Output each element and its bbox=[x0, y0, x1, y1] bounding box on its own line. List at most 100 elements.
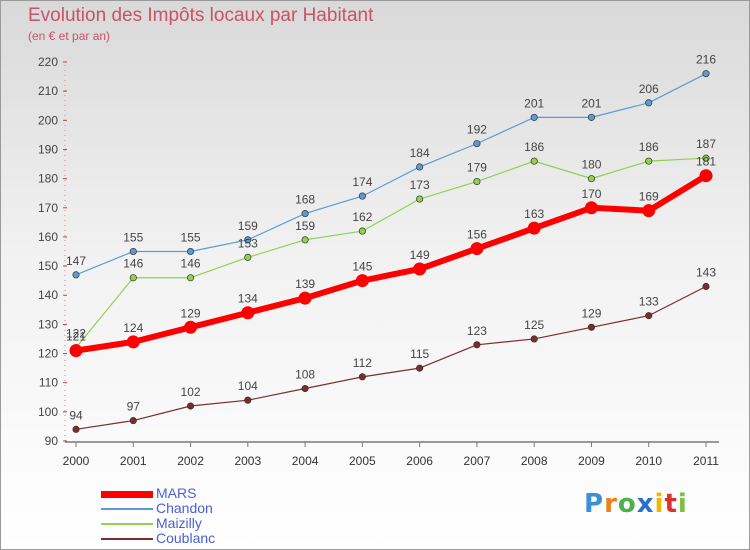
data-point-mars bbox=[241, 306, 255, 320]
data-label-mars: 181 bbox=[696, 155, 716, 169]
data-label-maizilly: 153 bbox=[238, 236, 258, 250]
logo-letter: o bbox=[617, 489, 637, 519]
y-tick-label: 90 bbox=[45, 434, 59, 448]
data-point-chandon bbox=[645, 99, 653, 107]
data-point-maizilly bbox=[645, 157, 653, 165]
proxiti-logo: Proxiti bbox=[584, 489, 688, 519]
legend-item-mars: MARS bbox=[101, 486, 341, 501]
data-label-mars: 129 bbox=[181, 306, 201, 320]
data-point-coublanc bbox=[301, 384, 309, 393]
data-label-maizilly: 186 bbox=[639, 140, 659, 154]
data-label-coublanc: 115 bbox=[410, 347, 429, 361]
data-point-coublanc bbox=[72, 425, 80, 433]
data-point-coublanc bbox=[358, 373, 366, 381]
series-line-maizilly bbox=[75, 157, 707, 349]
data-point-coublanc bbox=[702, 282, 710, 291]
data-label-coublanc: 102 bbox=[181, 385, 201, 399]
data-point-mars bbox=[699, 169, 713, 183]
data-point-maizilly bbox=[301, 236, 309, 244]
legend-item-chandon: Chandon bbox=[101, 501, 341, 516]
data-label-chandon: 174 bbox=[352, 175, 372, 189]
x-tick-label: 2002 bbox=[177, 454, 204, 468]
x-tick-label: 2005 bbox=[349, 454, 376, 468]
x-tick-label: 2003 bbox=[234, 454, 261, 468]
x-tick-label: 2001 bbox=[120, 454, 147, 468]
legend-swatch-chandon bbox=[101, 508, 153, 510]
data-label-chandon: 206 bbox=[639, 82, 659, 96]
legend: MARS Chandon Maizilly Coublanc bbox=[101, 486, 341, 546]
data-label-coublanc: 97 bbox=[127, 400, 141, 414]
data-point-chandon bbox=[301, 210, 309, 218]
data-label-maizilly: 146 bbox=[123, 257, 143, 271]
series-line-mars bbox=[75, 173, 708, 354]
data-point-chandon bbox=[416, 163, 424, 171]
data-label-mars: 124 bbox=[123, 321, 143, 335]
data-label-coublanc: 112 bbox=[353, 356, 372, 370]
legend-swatch-mars bbox=[101, 490, 153, 498]
data-label-maizilly: 173 bbox=[410, 178, 430, 192]
series-line-chandon bbox=[75, 73, 707, 276]
data-label-chandon: 155 bbox=[181, 231, 201, 245]
y-tick-label: 210 bbox=[38, 84, 58, 98]
data-label-maizilly: 179 bbox=[467, 161, 487, 175]
x-tick-label: 2006 bbox=[406, 454, 433, 468]
data-label-maizilly: 186 bbox=[524, 140, 544, 154]
data-point-mars bbox=[126, 335, 140, 349]
data-label-coublanc: 123 bbox=[467, 324, 487, 338]
data-point-mars bbox=[69, 344, 83, 358]
legend-swatch-maizilly bbox=[101, 523, 153, 525]
x-tick-label: 2000 bbox=[63, 454, 90, 468]
data-point-chandon bbox=[587, 113, 596, 121]
data-point-coublanc bbox=[416, 364, 424, 372]
y-tick-label: 120 bbox=[38, 347, 58, 361]
data-label-maizilly: 159 bbox=[295, 219, 315, 233]
data-label-coublanc: 143 bbox=[696, 265, 716, 279]
data-label-maizilly: 162 bbox=[352, 210, 372, 224]
x-tick-label: 2010 bbox=[635, 454, 662, 468]
data-label-mars: 156 bbox=[467, 228, 487, 242]
data-label-coublanc: 129 bbox=[581, 306, 601, 320]
data-label-mars: 170 bbox=[581, 187, 601, 201]
y-tick-label: 160 bbox=[38, 230, 58, 244]
y-tick-label: 220 bbox=[38, 55, 58, 69]
data-label-mars: 134 bbox=[238, 292, 258, 306]
data-label-chandon: 192 bbox=[467, 123, 487, 137]
data-point-mars bbox=[527, 221, 541, 235]
x-tick-label: 2008 bbox=[521, 454, 548, 468]
data-point-mars bbox=[470, 242, 484, 256]
data-label-mars: 163 bbox=[524, 207, 544, 221]
y-tick-label: 130 bbox=[38, 317, 58, 331]
data-point-chandon bbox=[530, 113, 538, 121]
y-tick-label: 100 bbox=[38, 405, 58, 419]
data-point-maizilly bbox=[186, 274, 195, 282]
legend-item-maizilly: Maizilly bbox=[101, 516, 341, 531]
legend-item-coublanc: Coublanc bbox=[101, 531, 341, 546]
data-label-chandon: 159 bbox=[238, 219, 258, 233]
data-label-maizilly: 180 bbox=[581, 158, 601, 172]
data-label-coublanc: 94 bbox=[69, 408, 83, 422]
data-point-chandon bbox=[358, 192, 366, 200]
data-point-coublanc bbox=[129, 417, 137, 425]
x-tick-label: 2011 bbox=[693, 454, 719, 468]
data-point-coublanc bbox=[473, 341, 481, 349]
y-tick-label: 140 bbox=[38, 288, 58, 302]
data-point-maizilly bbox=[416, 195, 424, 203]
data-label-chandon: 201 bbox=[524, 96, 544, 110]
y-tick-label: 150 bbox=[38, 259, 58, 273]
data-label-maizilly: 122 bbox=[66, 327, 86, 341]
data-label-mars: 149 bbox=[410, 248, 430, 262]
y-tick-label: 200 bbox=[38, 113, 58, 127]
data-label-chandon: 201 bbox=[581, 96, 601, 110]
legend-label: Chandon bbox=[156, 500, 213, 516]
data-point-chandon bbox=[473, 140, 481, 148]
legend-label: Coublanc bbox=[156, 530, 216, 546]
data-point-chandon bbox=[129, 247, 137, 256]
data-point-mars bbox=[584, 201, 598, 215]
logo-letter: t bbox=[664, 489, 678, 519]
data-point-chandon bbox=[244, 236, 252, 244]
logo-letter: P bbox=[584, 489, 605, 519]
data-point-maizilly bbox=[702, 154, 710, 162]
data-label-mars: 145 bbox=[352, 260, 372, 274]
